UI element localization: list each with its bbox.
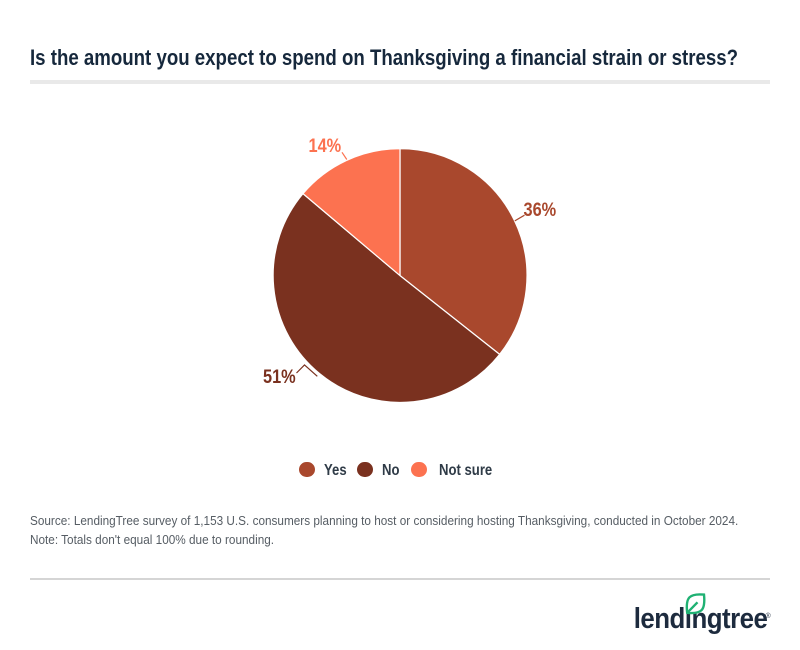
svg-text:®: ®: [766, 612, 772, 620]
svg-text:51%: 51%: [263, 366, 296, 387]
svg-text:36%: 36%: [524, 199, 557, 220]
svg-text:14%: 14%: [309, 135, 342, 156]
